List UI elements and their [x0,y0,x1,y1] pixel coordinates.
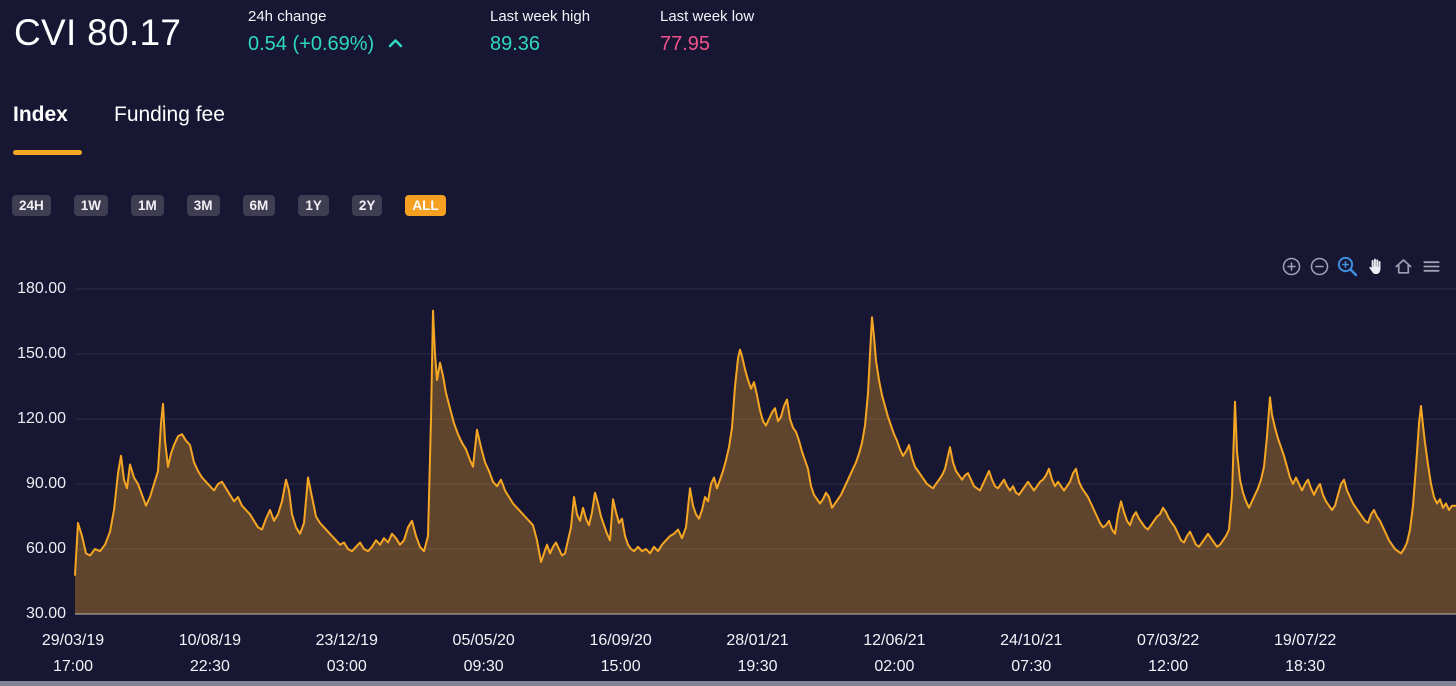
x-axis-tick-label: 12/06/21 02:00 [863,632,926,675]
x-axis-tick-label: 24/10/21 07:30 [1000,632,1063,675]
zoom-out-icon[interactable] [1308,255,1330,277]
stat-last-week-low-value: 77.95 [660,33,711,55]
x-axis-tick-label: 28/01/21 19:30 [726,632,789,675]
tab-index[interactable]: Index [13,103,68,126]
x-axis-tick-label: 16/09/20 15:00 [589,632,652,675]
range-button-3m[interactable]: 3M [186,195,220,216]
x-axis-tick-label: 19/07/22 18:30 [1273,632,1337,675]
time-range-selector: 24H 1W 1M 3M 6M 1Y 2Y ALL [12,195,446,216]
range-button-1w[interactable]: 1W [73,195,109,216]
stat-last-week-high-value: 89.36 [490,33,541,55]
home-icon[interactable] [1392,255,1414,277]
y-axis-tick-label: 30.00 [25,605,66,622]
range-button-1y[interactable]: 1Y [298,195,329,216]
x-axis-tick-label: 05/05/20 09:30 [452,632,515,675]
box-zoom-icon[interactable] [1336,255,1358,277]
y-axis-tick-label: 120.00 [17,410,66,427]
stat-last-week-high-label: Last week high [490,8,591,25]
stat-24h-change-value: 0.54 (+0.69%) [248,33,375,55]
range-button-1m[interactable]: 1M [131,195,164,216]
menu-icon[interactable] [1420,255,1442,277]
y-axis-tick-label: 90.00 [25,475,66,492]
range-button-all[interactable]: ALL [405,195,446,216]
stat-last-week-low-label: Last week low [660,8,755,25]
x-axis-tick-label: 29/03/19 17:00 [41,632,105,675]
stat-last-week-high: Last week high 89.36 [490,8,590,56]
x-axis-tick-label: 07/03/22 12:00 [1137,632,1200,675]
range-button-2y[interactable]: 2Y [351,195,383,216]
stat-last-week-low: Last week low 77.95 [660,8,754,56]
zoom-in-icon[interactable] [1280,255,1302,277]
chart-toolbar [1280,255,1442,277]
current-price: 80.17 [87,12,182,53]
x-axis-tick-label: 10/08/19 22:30 [178,632,242,675]
active-tab-underline [13,150,82,155]
y-axis-tick-label: 150.00 [17,345,66,362]
tab-funding-fee[interactable]: Funding fee [114,103,225,126]
y-axis-tick-label: 60.00 [25,540,66,557]
chevron-up-icon [388,38,403,47]
x-axis-tick-label: 23/12/19 03:00 [315,632,378,675]
stat-24h-change: 24h change 0.54 (+0.69%) [248,8,403,56]
range-button-6m[interactable]: 6M [242,195,276,216]
symbol: CVI [14,12,88,53]
range-button-24h[interactable]: 24H [12,195,51,216]
horizontal-scrollbar[interactable] [0,681,1456,686]
stat-24h-change-label: 24h change [248,8,327,25]
pan-hand-icon[interactable] [1364,255,1386,277]
y-axis-tick-label: 180.00 [17,280,66,297]
symbol-price: CVI 80.17 [14,12,181,54]
